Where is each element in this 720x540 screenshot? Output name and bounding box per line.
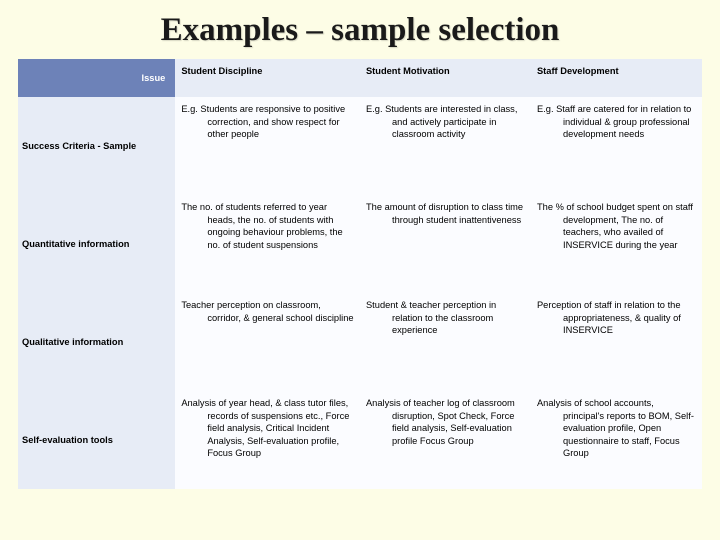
cell: E.g. Students are interested in class, a… (360, 97, 531, 195)
table-header-row: Issue Student Discipline Student Motivat… (18, 59, 702, 97)
cell: Perception of staff in relation to the a… (531, 293, 702, 391)
row-header: Quantitative information (18, 195, 175, 293)
col-header: Staff Development (531, 59, 702, 97)
cell: The amount of disruption to class time t… (360, 195, 531, 293)
cell-text: Teacher perception on classroom, corrido… (181, 299, 354, 324)
cell: Analysis of teacher log of classroom dis… (360, 391, 531, 489)
cell-text: E.g. Staff are catered for in relation t… (537, 103, 696, 141)
col-header: Student Motivation (360, 59, 531, 97)
col-header: Student Discipline (175, 59, 360, 97)
cell: Analysis of school accounts, principal's… (531, 391, 702, 489)
table-row: Success Criteria - Sample E.g. Students … (18, 97, 702, 195)
cell-text: Analysis of year head, & class tutor fil… (181, 397, 354, 460)
cell: The % of school budget spent on staff de… (531, 195, 702, 293)
cell: Teacher perception on classroom, corrido… (175, 293, 360, 391)
cell-text: The no. of students referred to year hea… (181, 201, 354, 251)
page-title: Examples – sample selection (18, 12, 702, 49)
cell-text: Perception of staff in relation to the a… (537, 299, 696, 337)
sample-selection-table: Issue Student Discipline Student Motivat… (18, 59, 702, 489)
cell-text: The amount of disruption to class time t… (366, 201, 525, 226)
table-row: Qualitative information Teacher percepti… (18, 293, 702, 391)
row-header: Success Criteria - Sample (18, 97, 175, 195)
cell: The no. of students referred to year hea… (175, 195, 360, 293)
cell-text: E.g. Students are responsive to positive… (181, 103, 354, 141)
table-row: Quantitative information The no. of stud… (18, 195, 702, 293)
row-header: Qualitative information (18, 293, 175, 391)
cell: E.g. Staff are catered for in relation t… (531, 97, 702, 195)
table-row: Self-evaluation tools Analysis of year h… (18, 391, 702, 489)
cell: E.g. Students are responsive to positive… (175, 97, 360, 195)
cell: Student & teacher perception in relation… (360, 293, 531, 391)
cell-text: Student & teacher perception in relation… (366, 299, 525, 337)
cell: Analysis of year head, & class tutor fil… (175, 391, 360, 489)
slide: Examples – sample selection Issue Studen… (0, 0, 720, 540)
cell-text: E.g. Students are interested in class, a… (366, 103, 525, 141)
cell-text: Analysis of school accounts, principal's… (537, 397, 696, 460)
corner-cell: Issue (18, 59, 175, 97)
row-header: Self-evaluation tools (18, 391, 175, 489)
cell-text: The % of school budget spent on staff de… (537, 201, 696, 251)
cell-text: Analysis of teacher log of classroom dis… (366, 397, 525, 447)
